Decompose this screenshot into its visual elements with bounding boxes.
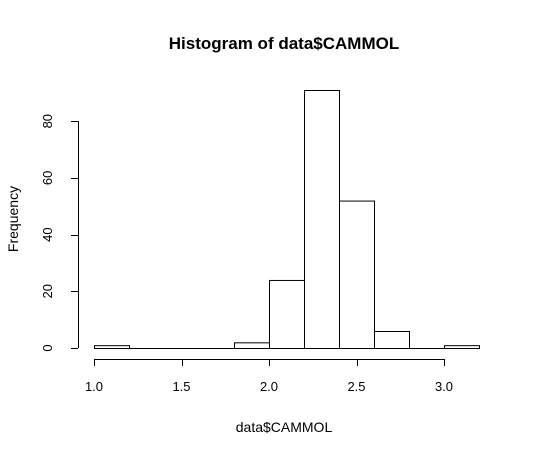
x-tick-label: 1.5: [172, 379, 190, 394]
histogram-bar: [304, 90, 340, 349]
x-tick-label: 2.5: [347, 379, 365, 394]
x-tick-label: 1.0: [85, 379, 103, 394]
y-tick-label: 20: [40, 284, 55, 298]
x-axis: 1.0 1.5 2.0 2.5 3.0: [85, 359, 453, 394]
y-tick-label: 0: [40, 344, 55, 351]
bars-group: [94, 90, 480, 350]
y-tick-label: 80: [40, 114, 55, 128]
y-axis: 0 20 40 60 80: [40, 114, 79, 352]
x-tick-label: 2.0: [260, 379, 278, 394]
histogram-bar: [269, 279, 305, 350]
histogram-bar: [339, 200, 375, 349]
histogram-bar: [374, 330, 410, 350]
y-tick-label: 60: [40, 171, 55, 185]
histogram-bar: [234, 342, 270, 350]
chart-title: Histogram of data$CAMMOL: [169, 34, 399, 53]
y-axis-label: Frequency: [5, 186, 21, 252]
histogram-bar: [444, 345, 480, 349]
x-tick-label: 3.0: [435, 379, 453, 394]
histogram-bar: [94, 345, 130, 349]
x-axis-label: data$CAMMOL: [236, 419, 333, 435]
y-tick-label: 40: [40, 227, 55, 241]
